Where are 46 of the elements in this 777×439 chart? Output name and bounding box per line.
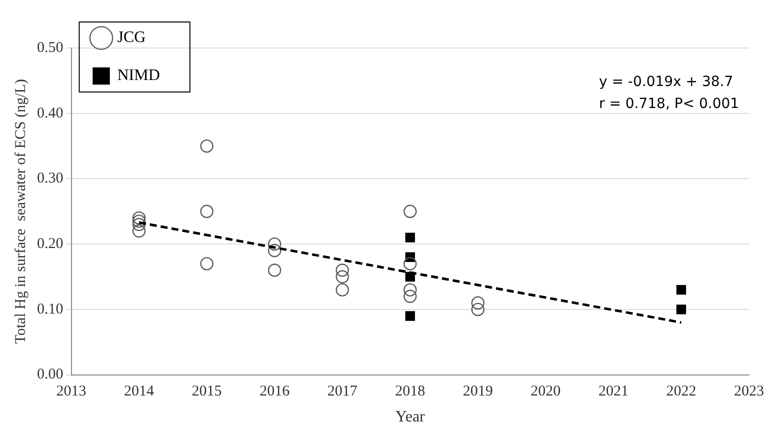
point [471,302,484,316]
x-tick-label: 2017 [327,384,358,400]
x-tick-label: 2016 [260,384,290,400]
x-tick-label: 2020 [530,384,561,400]
point [200,204,214,218]
x-tick-label: 2015 [192,384,222,400]
y-tick-label: 0.40 [37,105,64,122]
point [132,224,146,238]
point [268,237,282,251]
x-tick-label: 2018 [395,384,426,400]
point [676,284,686,295]
x-tick-label: 2021 [598,384,628,400]
point [268,264,282,277]
point [200,257,214,270]
annotation: y = -0.019x + 38.7 [599,74,734,90]
x-tick-label: 2022 [666,384,696,400]
x-axis-title: Year [395,408,426,426]
point [405,232,415,242]
point [268,244,282,258]
x-tick-label: 2014 [124,384,155,400]
y-tick-label: 0.20 [37,236,64,252]
point [336,283,349,296]
point [132,218,146,232]
point [404,283,417,296]
legend-label: JCG [117,29,146,46]
point [676,304,686,314]
x-tick-label: 2013 [56,384,86,400]
point [404,290,417,303]
point [404,257,417,270]
point [132,211,146,225]
x-tick-label: 2023 [734,384,764,400]
point [132,214,146,228]
point [336,264,349,277]
point [471,296,484,310]
y-tick-label: 0.50 [37,40,64,56]
point [336,270,349,284]
y-tick-label: 0.10 [37,301,64,318]
point [404,204,417,218]
point [200,139,214,153]
annotation: r = 0.718, P< 0.001 [599,96,740,112]
point [405,311,415,321]
x-tick-label: 2019 [462,384,493,400]
y-tick-label: 0.00 [37,366,64,383]
legend-label: NIMD [117,67,160,84]
y-tick-label: 0.30 [37,170,64,187]
y-axis-title: Total Hg in surface seawater of ECS (ng/L) [12,79,29,344]
